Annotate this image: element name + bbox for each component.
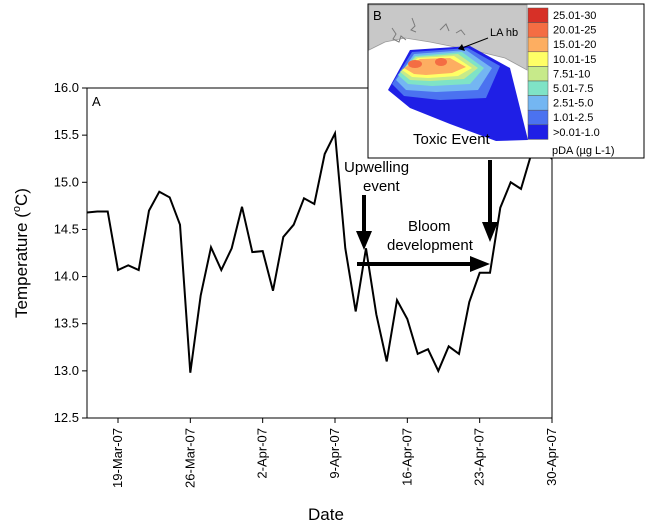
toxic-event-arrow-head [482, 222, 498, 242]
legend-swatch [527, 66, 549, 82]
inset-place-pointer-line [461, 37, 489, 49]
x-tick-label: 26-Mar-07 [182, 428, 197, 488]
legend-label: 20.01-25 [553, 25, 596, 37]
x-tick-label: 16-Apr-07 [399, 428, 414, 486]
inset-coastline-detail [391, 17, 466, 43]
legend-label: >0.01-1.0 [553, 127, 600, 139]
y-tick-label: 14.0 [54, 269, 79, 284]
upwelling-label-line2: event [363, 178, 401, 195]
y-tick-label: 14.5 [54, 221, 79, 236]
y-tick-label: 12.5 [54, 410, 79, 425]
legend-label: 2.51-5.0 [553, 98, 593, 110]
legend-label: 7.51-10 [553, 68, 590, 80]
bloom-label-line1: Bloom [408, 218, 451, 235]
x-tick-label: 19-Mar-07 [110, 428, 125, 488]
inset-legend: 25.01-30 20.01-25 15.01-20 10.01-15 7.51-10 5… [527, 7, 600, 140]
y-tick-label: 16.0 [54, 80, 79, 95]
legend-swatch [527, 80, 549, 96]
upwelling-arrow-head [356, 231, 372, 250]
y-tick-label: 13.5 [54, 316, 79, 331]
bloom-label-line2: development [387, 237, 474, 254]
toxic-event-label: Toxic Event [413, 131, 491, 148]
legend-swatch [527, 36, 549, 53]
x-axis-title: Date [308, 505, 344, 524]
y-axis-title-superscript: o [11, 206, 23, 212]
x-tick-label: 9-Apr-07 [327, 428, 342, 479]
x-tick-label: 2-Apr-07 [255, 428, 270, 479]
legend-swatch [527, 95, 549, 111]
x-tick-label: 23-Apr-07 [472, 428, 487, 486]
x-tick-label: 30-Apr-07 [544, 428, 559, 486]
legend-label: 1.01-2.5 [553, 112, 593, 124]
upwelling-label-line1: Upwelling [344, 159, 409, 176]
inset-place-label: LA hb [490, 27, 518, 39]
legend-swatch [527, 51, 549, 67]
y-axis-title: Temperature (oC) [11, 188, 31, 318]
legend-label: 15.01-20 [553, 39, 596, 51]
y-axis-title-prefix: Temperature ( [12, 212, 31, 318]
inset-map-panel: LA hb B Toxic Event 25.01-30 20.01-25 15.0… [367, 3, 645, 159]
inset-panel-label: B [373, 8, 382, 23]
legend-swatch [527, 124, 549, 140]
legend-swatch [527, 7, 549, 23]
bloom-arrow-head [470, 256, 490, 272]
inset-place-pointer-head [458, 44, 465, 51]
inset-legend-title: pDA (µg L-1) [552, 145, 615, 157]
x-axis: 19-Mar-07 26-Mar-07 2-Apr-07 9-Apr-07 16-Apr… [110, 418, 559, 488]
legend-swatch [527, 22, 549, 38]
inset-pda-contour-20-25-east [435, 58, 447, 66]
y-tick-label: 13.0 [54, 363, 79, 378]
annotations: Upwelling event Bloom development [344, 159, 498, 272]
legend-label: 5.01-7.5 [553, 83, 593, 95]
y-axis: 12.5 13.0 13.5 14.0 14.5 15.0 15.5 16.0 [54, 80, 87, 425]
y-tick-label: 15.5 [54, 127, 79, 142]
y-tick-label: 15.0 [54, 174, 79, 189]
temperature-series-line [86, 129, 553, 374]
legend-label: 10.01-15 [553, 54, 596, 66]
legend-swatch [527, 109, 549, 126]
legend-label: 25.01-30 [553, 10, 596, 22]
y-axis-title-suffix: C) [12, 188, 31, 206]
panel-label-a: A [92, 94, 101, 109]
inset-pda-contour-20-25-west [408, 60, 422, 68]
